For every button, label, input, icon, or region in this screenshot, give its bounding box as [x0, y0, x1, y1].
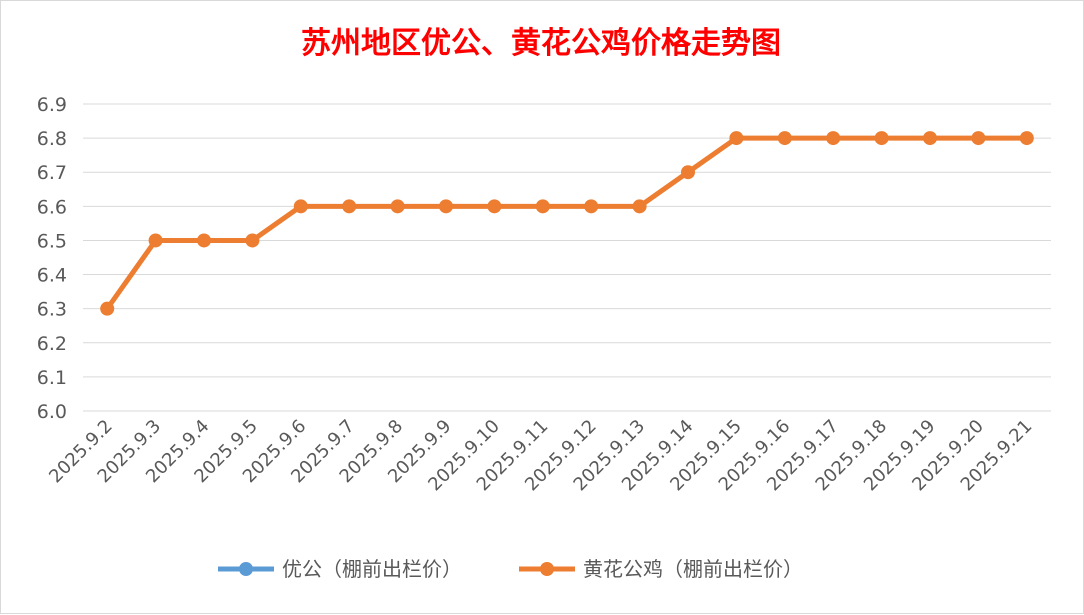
data-point [632, 199, 647, 214]
data-point [971, 131, 986, 146]
data-point [342, 199, 357, 214]
y-tick-label: 6.6 [37, 196, 67, 218]
legend-item: 黄花公鸡（棚前出栏价） [519, 557, 803, 581]
y-axis-ticks: 6.9 6.8 6.7 6.6 6.5 6.4 6.3 6.2 6.1 6.0 [37, 94, 67, 423]
gridlines [83, 103, 1051, 412]
series-layer [100, 131, 1034, 316]
legend-swatch-marker [540, 562, 554, 576]
data-point [390, 199, 405, 214]
data-point [148, 233, 163, 248]
y-tick-label: 6.7 [37, 162, 67, 184]
data-point [826, 131, 841, 146]
y-tick-label: 6.1 [37, 367, 67, 389]
data-point [487, 199, 502, 214]
y-tick-label: 6.0 [37, 401, 67, 423]
data-point [874, 131, 889, 146]
y-tick-label: 6.9 [37, 94, 67, 116]
legend-item: 优公（棚前出栏价） [218, 557, 462, 581]
data-point [293, 199, 308, 214]
data-point [535, 199, 550, 214]
data-point [100, 301, 115, 316]
y-tick-label: 6.3 [37, 299, 67, 321]
data-point [729, 131, 744, 146]
legend-label: 优公（棚前出栏价） [282, 557, 462, 581]
data-point [439, 199, 453, 214]
data-point [777, 131, 792, 146]
data-point [681, 165, 695, 180]
legend: 优公（棚前出栏价） 黄花公鸡（棚前出栏价） [218, 557, 803, 581]
data-point [584, 199, 599, 214]
y-tick-label: 6.4 [37, 265, 67, 287]
y-tick-label: 6.5 [37, 230, 67, 252]
data-point [245, 233, 260, 248]
data-point [923, 131, 937, 146]
x-axis-ticks: 2025.9.22025.9.32025.9.42025.9.52025.9.6… [45, 416, 1036, 496]
y-tick-label: 6.8 [37, 128, 67, 150]
y-tick-label: 6.2 [37, 333, 67, 355]
data-point [197, 233, 211, 248]
data-point [1019, 131, 1034, 146]
legend-label: 黄花公鸡（棚前出栏价） [583, 557, 803, 581]
series-line [104, 135, 1030, 312]
chart-title: 苏州地区优公、黄花公鸡价格走势图 [301, 26, 781, 61]
legend-swatch-marker [239, 562, 253, 576]
